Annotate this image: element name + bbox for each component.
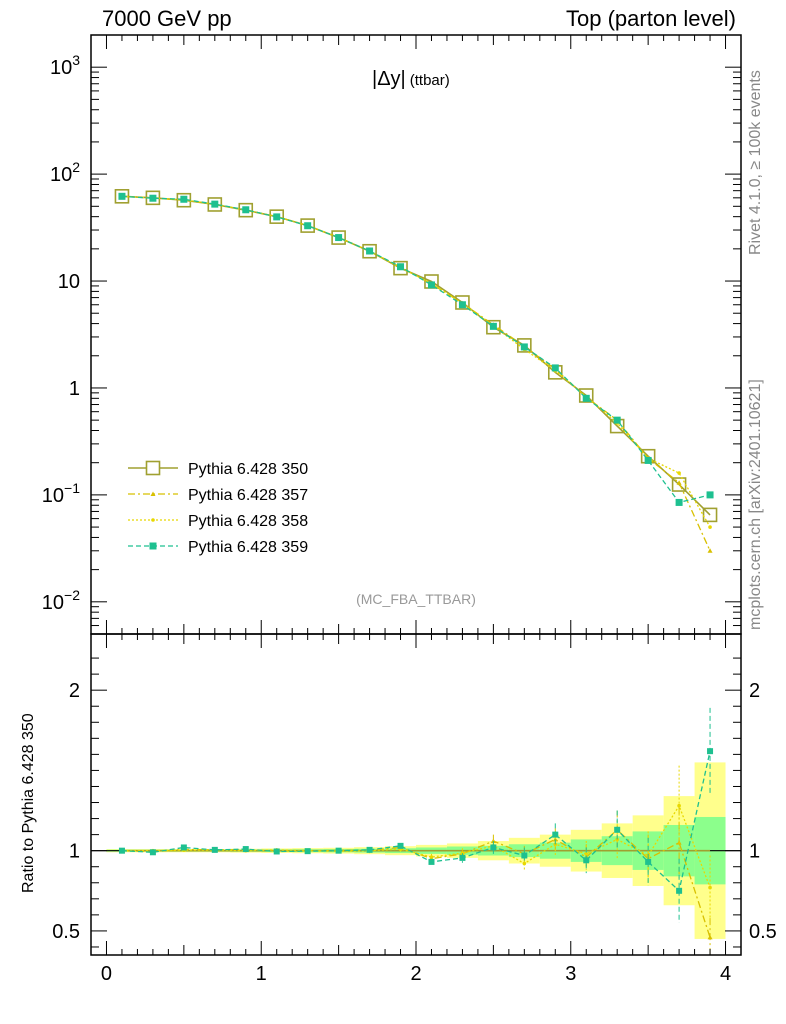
main-point-series-1	[238, 202, 254, 218]
header-right: Top (parton level)	[566, 6, 736, 31]
main-point-series-4	[427, 281, 435, 289]
main-point-series-1	[300, 218, 315, 233]
ratio-y-tick-label-right: 2	[749, 680, 760, 702]
legend-label-4: Pythia 6.428 359	[188, 539, 308, 556]
ratio-point-series-4	[614, 826, 621, 833]
main-point-series-2	[707, 548, 713, 553]
x-tick-label: 2	[410, 963, 421, 985]
ratio-point-series-4	[242, 846, 249, 853]
main-point-series-4	[304, 222, 312, 230]
x-tick-label: 4	[720, 963, 731, 985]
ratio-point-series-4	[118, 847, 125, 854]
main-point-series-1	[578, 388, 594, 403]
x-tick-label: 3	[565, 963, 576, 985]
ratio-y-tick-label-right: 0.5	[749, 921, 777, 943]
main-point-series-2	[676, 480, 682, 485]
main-point-series-4	[273, 213, 281, 221]
main-point-series-4	[335, 234, 343, 242]
x-tick-label: 0	[101, 963, 112, 985]
plot-title: |Δy| (ttbar)	[372, 68, 450, 90]
y-tick-label: 103	[50, 52, 80, 79]
ratio-point-series-4	[428, 858, 435, 865]
main-point-series-4	[520, 343, 528, 351]
main-point-series-1	[331, 230, 346, 245]
ratio-point-series-4	[490, 844, 497, 851]
ratio-point-series-4	[676, 887, 683, 894]
main-point-series-4	[366, 247, 374, 255]
legend-marker-1	[145, 460, 161, 476]
main-point-series-1	[517, 338, 532, 353]
legend-marker-3	[151, 518, 155, 522]
main-point-series-3	[677, 471, 681, 475]
main-point-series-1	[393, 260, 408, 276]
ratio-point-series-4	[180, 844, 187, 851]
y-tick-label: 10	[58, 271, 80, 293]
ratio-point-series-2	[707, 934, 713, 940]
main-point-series-4	[706, 491, 714, 499]
y-tick-label: 102	[50, 159, 80, 186]
main-point-series-1	[702, 507, 718, 523]
legend-marker-4	[149, 542, 157, 550]
main-point-series-4	[613, 416, 621, 424]
main-point-series-4	[397, 263, 405, 271]
main-point-series-4	[149, 194, 157, 202]
legend-label-2: Pythia 6.428 357	[188, 487, 308, 504]
header-left: 7000 GeV pp	[102, 6, 232, 31]
main-point-series-4	[211, 200, 219, 208]
ratio-point-series-4	[459, 854, 466, 861]
main-point-series-4	[644, 456, 652, 464]
ratio-point-series-3	[584, 852, 589, 856]
ratio-point-series-3	[677, 803, 681, 808]
main-point-series-4	[458, 301, 466, 309]
main-point-series-4	[242, 206, 250, 214]
main-point-series-1	[269, 209, 285, 224]
ratio-line-series-4	[121, 751, 711, 893]
y-tick-label: 10−1	[42, 480, 80, 507]
ratio-point-series-3	[429, 855, 434, 859]
ratio-point-series-4	[304, 848, 311, 855]
ratio-y-tick-label-left: 0.5	[52, 921, 80, 943]
analysis-label: (MC_FBA_TTBAR)	[356, 591, 476, 607]
ratio-point-series-4	[335, 847, 342, 854]
ratio-plot-frame	[90, 633, 742, 956]
y-tick-label: 1	[69, 378, 80, 400]
main-line-series-4	[121, 195, 711, 504]
main-point-series-4	[118, 192, 126, 200]
ratio-point-series-4	[707, 748, 714, 755]
main-point-series-4	[551, 364, 559, 372]
ratio-point-series-4	[211, 846, 218, 853]
legend-label-3: Pythia 6.428 358	[188, 513, 308, 530]
y-tick-label: 10−2	[42, 587, 80, 614]
main-point-series-4	[582, 394, 590, 402]
ratio-point-series-4	[149, 849, 156, 856]
ratio-point-series-4	[521, 852, 528, 859]
main-point-series-4	[180, 195, 188, 203]
x-tick-label: 1	[256, 963, 267, 985]
ratio-point-series-4	[273, 848, 280, 855]
ratio-point-series-2	[552, 836, 558, 842]
main-point-series-4	[489, 322, 497, 330]
ratio-point-series-4	[366, 846, 373, 853]
legend-label-1: Pythia 6.428 350	[188, 461, 308, 478]
legend-marker-2	[150, 491, 156, 496]
ratio-y-tick-label-left: 2	[69, 680, 80, 702]
main-point-series-3	[708, 525, 712, 529]
ratio-y-tick-label-left: 1	[69, 841, 80, 863]
ratio-y-tick-label-right: 1	[749, 841, 760, 863]
ratio-point-series-3	[708, 885, 712, 890]
main-point-series-1	[486, 319, 501, 335]
ratio-point-series-4	[397, 842, 404, 849]
ratio-point-series-4	[645, 858, 652, 865]
ratio-point-series-4	[583, 857, 590, 864]
main-point-series-1	[362, 243, 377, 259]
main-point-series-1	[207, 197, 223, 212]
ratio-point-series-4	[552, 831, 559, 838]
main-point-series-1	[455, 295, 470, 310]
main-point-series-4	[675, 498, 683, 506]
